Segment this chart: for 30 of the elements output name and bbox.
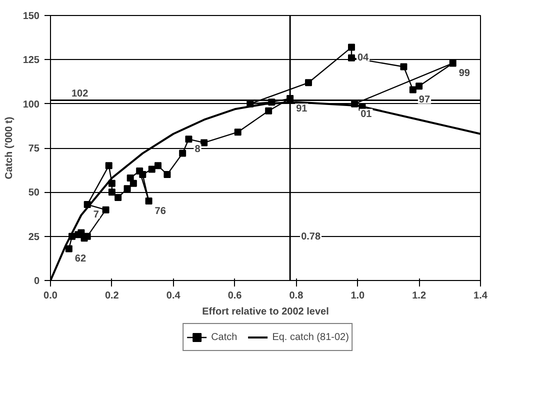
- y-tick-label: 150: [22, 11, 40, 22]
- y-tick-label: 75: [28, 144, 40, 154]
- annotation: 76: [154, 206, 166, 217]
- x-tick-label: 0.6: [228, 290, 242, 302]
- annotation: 8: [194, 144, 201, 156]
- legend-label: Eq. catch (81-02): [272, 332, 349, 342]
- y-tick-label: 25: [28, 232, 40, 243]
- annotation: 04: [358, 52, 370, 64]
- annotation: 91: [296, 104, 308, 115]
- ref-line-label: 102: [72, 88, 89, 100]
- x-tick-label: 1.2: [412, 290, 426, 302]
- y-axis-title: Catch ('000 t): [4, 116, 15, 180]
- annotation: 97: [418, 94, 430, 106]
- x-tick-label: 0.4: [166, 290, 181, 302]
- y-tick-label: 100: [22, 99, 40, 110]
- x-tick-label: 1.0: [350, 290, 366, 302]
- annotation: 01: [360, 108, 372, 120]
- x-tick-label: 1.4: [474, 290, 488, 302]
- ref-line-label: 0.78: [301, 232, 321, 242]
- legend-label: Catch: [211, 332, 238, 342]
- annotation: 99: [458, 68, 470, 80]
- x-axis-title: Effort relative to 2002 level: [202, 306, 330, 318]
- y-tick-label: 50: [28, 188, 40, 199]
- y-tick-label: 0: [34, 276, 40, 287]
- y-tick-label: 125: [22, 55, 40, 66]
- x-tick-label: 0.2: [104, 290, 120, 302]
- annotation: 7: [93, 210, 100, 221]
- x-tick-label: 0.0: [44, 290, 58, 302]
- x-tick-label: 0.8: [289, 290, 304, 302]
- annotation: 62: [74, 254, 86, 265]
